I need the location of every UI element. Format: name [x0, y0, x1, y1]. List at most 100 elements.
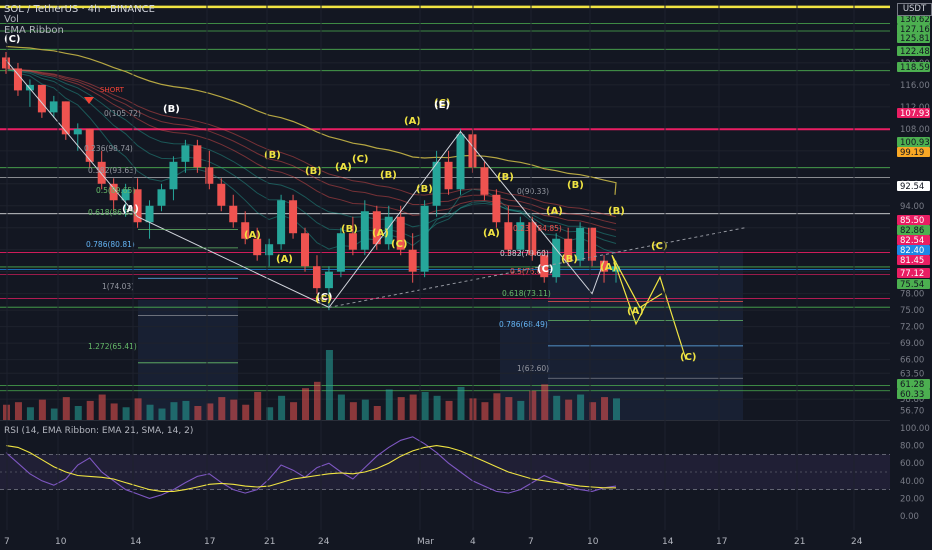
candle-body: [312, 266, 321, 289]
price-badge: [897, 215, 930, 225]
volume-bar: [62, 397, 70, 420]
elliott-wave-label: (C): [537, 264, 553, 275]
rsi-axis-tick: 40.00: [900, 477, 924, 487]
volume-bar: [517, 400, 525, 420]
volume-bar: [158, 408, 166, 420]
volume-bar: [325, 350, 333, 420]
time-axis-tick: 17: [204, 537, 215, 547]
candle-body: [253, 238, 262, 256]
volume-bar: [433, 395, 441, 420]
candle-body: [205, 167, 214, 184]
fib-label: 0.5(89.65): [96, 186, 135, 195]
volume-bar: [14, 402, 22, 420]
projection-zone-2: [548, 250, 743, 420]
candle-body: [444, 161, 453, 190]
wave-line-major: [5, 59, 605, 309]
volume-bar: [313, 381, 321, 420]
candle-body: [492, 194, 501, 223]
candle-body: [420, 205, 429, 272]
volume-bar: [565, 399, 573, 420]
price-badge: [897, 225, 930, 235]
volume-bar: [230, 399, 238, 420]
price-badge: [897, 24, 930, 34]
elliott-wave-label: (A): [546, 206, 563, 217]
elliott-wave-label: (B): [163, 104, 180, 115]
candle-body: [289, 200, 298, 234]
volume-bar: [361, 399, 369, 420]
price-badge: [897, 389, 930, 399]
price-axis-tick: 78.00: [900, 290, 924, 300]
elliott-wave-label: (A): [372, 228, 389, 239]
volume-bar: [397, 397, 405, 420]
fib-label: 1(74.03): [102, 282, 134, 291]
price-axis-tick: 112.00: [900, 103, 930, 113]
elliott-wave-label: (B): [416, 184, 433, 195]
candle-body: [600, 260, 609, 272]
fib-label: 0(90.33): [517, 187, 549, 196]
price-axis-tick: 66.00: [900, 356, 924, 366]
trend-dashed-line: [328, 227, 746, 308]
time-axis-tick: 14: [130, 537, 142, 547]
fib-label: 0.786(80.81): [86, 240, 135, 249]
elliott-wave-label: (C): [352, 154, 368, 165]
fib-label: 0.618(86.33): [88, 208, 137, 217]
price-badge-label: 77.12: [900, 269, 924, 279]
currency-label[interactable]: USDT: [897, 3, 932, 16]
price-axis-tick: 116.00: [900, 81, 930, 91]
symbol-title[interactable]: SOL / TetherUS · 4h · BINANCE: [4, 4, 155, 15]
candle-body: [73, 128, 82, 135]
price-badge: [897, 137, 930, 147]
candle-body: [432, 161, 441, 206]
rsi-legend[interactable]: RSI (14, EMA Ribbon: EMA 21, SMA, 14, 2): [4, 426, 194, 436]
price-badge-label: 82.40: [900, 246, 924, 256]
elliott-wave-label: (B): [561, 254, 578, 265]
price-badge: [897, 62, 930, 72]
fib-label: 0.236(98.74): [84, 144, 133, 153]
time-axis-tick: 4: [470, 537, 476, 547]
candle-body: [97, 161, 106, 184]
moving-average-line: [5, 45, 617, 195]
projection-path-1: [611, 255, 687, 360]
candle-body: [564, 238, 573, 261]
elliott-wave-label: (B): [380, 170, 397, 181]
price-badge-label: 130.62: [900, 15, 930, 25]
candle-body: [181, 145, 190, 162]
time-axis-tick: 24: [851, 537, 863, 547]
price-axis-tick: 94.00: [900, 202, 924, 212]
fib-label: 0.618(73.11): [502, 289, 551, 298]
price-axis-tick: 108.00: [900, 125, 930, 135]
fib-label: 0.236(84.85): [513, 224, 562, 233]
fib-label: 0.382(93.63): [88, 166, 137, 175]
volume-bar: [26, 407, 34, 420]
candle-body: [157, 189, 166, 206]
short-label: SHORT: [100, 86, 125, 94]
price-badge-label: 81.45: [900, 256, 924, 266]
candle-body: [516, 222, 525, 250]
volume-bar: [541, 384, 549, 420]
candle-body: [576, 227, 585, 261]
candle-body: [121, 189, 130, 201]
price-badge-label: 82.86: [900, 226, 924, 236]
elliott-wave-label: (A): [483, 228, 500, 239]
ema-ribbon-line: [5, 67, 617, 238]
projection-path-2: [611, 254, 663, 309]
ema-ribbon-line: [5, 67, 617, 218]
candle-body: [193, 145, 202, 168]
candle-body: [504, 222, 513, 250]
elliott-wave-label: (C): [4, 34, 20, 45]
candle-body: [336, 233, 345, 272]
volume-bar: [457, 386, 465, 420]
elliott-wave-label: (A): [276, 254, 293, 265]
volume-bar: [134, 398, 142, 420]
candle-body: [217, 183, 226, 206]
price-axis-tick: 72.00: [900, 323, 924, 333]
ema-ribbon-legend[interactable]: EMA Ribbon: [4, 25, 64, 36]
candle-body: [49, 101, 58, 113]
elliott-wave-label: (C): [315, 294, 331, 305]
elliott-wave-label: (C): [651, 241, 667, 252]
volume-legend[interactable]: Vol: [4, 14, 19, 25]
time-axis-tick: 10: [55, 537, 67, 547]
volume-bar: [182, 400, 190, 420]
candle-body: [169, 161, 178, 190]
